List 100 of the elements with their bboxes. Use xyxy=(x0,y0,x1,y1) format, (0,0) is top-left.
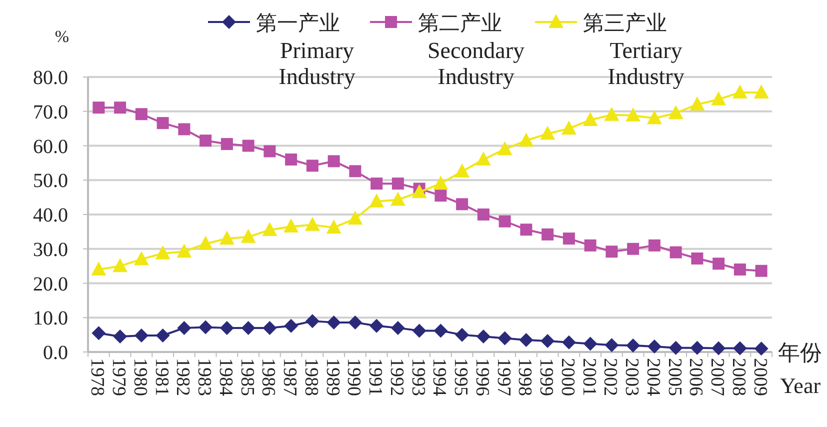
point xyxy=(561,120,576,135)
point xyxy=(690,96,705,110)
point xyxy=(712,258,725,270)
ylabel: % xyxy=(54,27,70,46)
point xyxy=(219,230,234,245)
point xyxy=(691,252,704,264)
xtick-label: 1990 xyxy=(343,358,364,396)
xtick-label: 2006 xyxy=(685,358,706,396)
ytick-label: 70.0 xyxy=(33,101,68,124)
point xyxy=(390,192,406,206)
point xyxy=(518,132,534,147)
point xyxy=(241,320,256,335)
annotation: Industry xyxy=(608,64,684,89)
point xyxy=(456,198,468,210)
point xyxy=(284,218,299,233)
point xyxy=(712,341,726,356)
legend-label: 第二产业 xyxy=(418,11,502,35)
point xyxy=(582,112,598,126)
point xyxy=(135,108,148,120)
xtick-label: 1979 xyxy=(108,358,130,396)
point xyxy=(262,222,278,236)
point xyxy=(200,134,212,147)
point xyxy=(91,262,106,276)
ytick-label: 30.0 xyxy=(33,238,68,261)
xtick-label: 1999 xyxy=(536,358,557,396)
point xyxy=(477,208,490,220)
point xyxy=(755,264,768,277)
point xyxy=(176,244,192,258)
xtick-label: 2001 xyxy=(578,358,600,396)
xtick-label: 2004 xyxy=(642,358,664,396)
point xyxy=(626,338,640,352)
xtick-label: 1996 xyxy=(471,358,492,396)
point xyxy=(306,160,318,172)
annotation: Industry xyxy=(278,64,356,89)
xtick-label: 2009 xyxy=(749,358,770,396)
xtick-label: 1991 xyxy=(364,358,386,396)
point xyxy=(498,331,512,346)
point xyxy=(476,152,491,166)
point xyxy=(711,91,726,106)
point xyxy=(498,215,511,228)
point xyxy=(562,232,575,245)
point xyxy=(476,330,490,344)
xtick-label: 1993 xyxy=(407,358,428,396)
xtick-label: 1980 xyxy=(129,358,150,396)
xtick-label: 1983 xyxy=(194,358,215,396)
point xyxy=(670,246,682,258)
ytick-label: 10.0 xyxy=(33,308,68,330)
point xyxy=(646,110,662,124)
point xyxy=(242,140,254,152)
point xyxy=(220,320,234,335)
legend-item: 第二产业 xyxy=(370,11,502,35)
point xyxy=(198,320,213,334)
ytick-label: 50.0 xyxy=(33,170,68,192)
annotation: Secondary xyxy=(427,38,525,63)
ytick-label: 80.0 xyxy=(33,67,68,89)
xtick-label: 2008 xyxy=(728,358,749,396)
xtick-label: 1982 xyxy=(172,358,194,396)
point xyxy=(583,336,598,351)
point xyxy=(732,341,747,356)
point xyxy=(392,178,404,190)
xtick-label: 2002 xyxy=(600,358,621,396)
point xyxy=(626,108,641,122)
legend-label: 第一产业 xyxy=(256,11,340,35)
xtick-label: 1984 xyxy=(214,358,236,396)
xtick-label: 1981 xyxy=(150,358,172,396)
point xyxy=(326,315,341,330)
point xyxy=(349,165,362,178)
annotation: Tertiary xyxy=(610,38,682,63)
legend-item: 第三产业 xyxy=(535,11,667,35)
legend-item: 第一产业 xyxy=(208,11,340,35)
point xyxy=(134,328,148,342)
point xyxy=(454,164,470,178)
point xyxy=(156,117,169,130)
point xyxy=(348,210,363,225)
point xyxy=(455,328,470,342)
point xyxy=(734,264,746,276)
point xyxy=(754,342,768,356)
xtick-label: 2005 xyxy=(664,358,685,396)
point xyxy=(390,320,405,335)
xtick-label: 2000 xyxy=(556,358,578,396)
xtick-label: 2007 xyxy=(706,358,728,396)
point xyxy=(92,102,105,114)
point xyxy=(198,236,214,250)
point xyxy=(540,334,555,348)
annotation: Industry xyxy=(438,64,514,89)
legend-label: 第三产业 xyxy=(583,11,667,35)
point xyxy=(647,340,662,354)
xtick-label: 1992 xyxy=(386,358,407,396)
point xyxy=(264,145,276,158)
point xyxy=(369,193,384,208)
xlabel: 年份 xyxy=(778,340,822,365)
xtick-label: 1987 xyxy=(279,358,300,396)
point xyxy=(604,106,620,121)
point xyxy=(262,320,277,335)
xtick-label: 1985 xyxy=(236,358,258,396)
point xyxy=(732,84,748,98)
point xyxy=(520,224,532,236)
xtick-label: 1989 xyxy=(322,358,343,396)
xtick-label: 1995 xyxy=(450,358,472,396)
point xyxy=(220,138,233,150)
